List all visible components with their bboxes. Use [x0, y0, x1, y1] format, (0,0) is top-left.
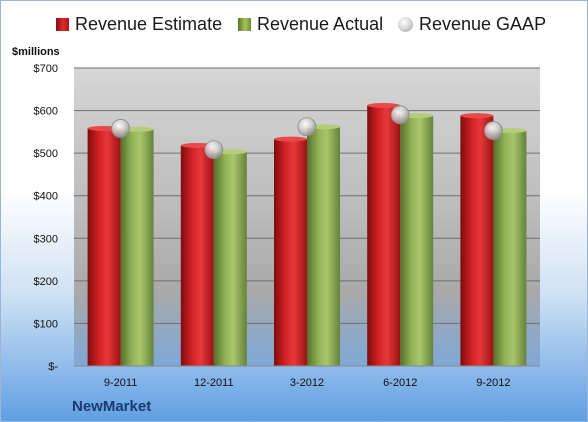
x-tick-label: 6-2012: [383, 377, 417, 389]
bar-revenue-estimate: [87, 128, 121, 366]
x-tick-label: 12-2011: [194, 377, 234, 389]
legend-marker-gaap: [398, 17, 413, 32]
point-revenue-gaap: [483, 121, 503, 140]
y-tick-label: $400: [34, 191, 58, 203]
legend: Revenue Estimate Revenue Actual Revenue …: [0, 14, 588, 42]
y-tick-label: $200: [34, 276, 58, 288]
x-tick-label: 3-2012: [290, 377, 324, 389]
legend-item-actual: Revenue Actual: [238, 14, 383, 35]
bar-revenue-estimate: [367, 105, 401, 366]
bar-top-estimate: [460, 113, 494, 119]
legend-label-gaap: Revenue GAAP: [419, 14, 547, 34]
legend-label-actual: Revenue Actual: [257, 14, 384, 34]
bar-revenue-estimate: [274, 139, 307, 366]
point-revenue-gaap: [297, 117, 317, 137]
point-revenue-gaap: [204, 140, 224, 160]
bar-top-estimate: [367, 102, 401, 108]
bar-revenue-actual: [400, 115, 434, 367]
legend-item-gaap: Revenue GAAP: [398, 14, 546, 35]
point-revenue-gaap: [111, 119, 130, 138]
y-tick-label: $100: [34, 318, 58, 330]
legend-label-estimate: Revenue Estimate: [75, 14, 223, 34]
bar-revenue-actual: [120, 129, 154, 366]
bar-revenue-estimate: [460, 115, 494, 367]
y-unit-label: $millions: [12, 46, 60, 58]
bar-revenue-actual: [307, 126, 340, 367]
legend-swatch-estimate: [56, 18, 69, 31]
y-tick-label: $-: [48, 361, 58, 373]
y-tick-label: $500: [34, 148, 58, 160]
x-tick-label: 9-2012: [476, 377, 510, 389]
bar-revenue-actual: [493, 130, 527, 366]
y-tick-label: $300: [34, 233, 58, 245]
x-tick-label: 9-2011: [104, 377, 137, 389]
legend-swatch-actual: [238, 18, 251, 31]
bar-revenue-actual: [213, 151, 247, 366]
bar-revenue-estimate: [180, 145, 214, 366]
y-tick-label: $600: [34, 106, 58, 118]
legend-item-estimate: Revenue Estimate: [56, 14, 222, 35]
point-revenue-gaap: [390, 105, 410, 125]
company-name: NewMarket: [72, 398, 152, 415]
y-tick-label: $700: [34, 63, 58, 75]
bar-top-estimate: [274, 136, 307, 142]
